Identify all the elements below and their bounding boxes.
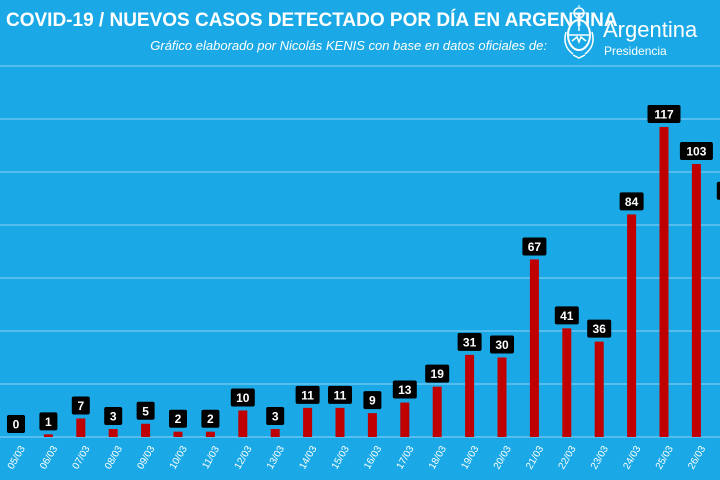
bar bbox=[432, 386, 442, 437]
bar bbox=[43, 434, 53, 437]
x-tick-label: 18/03 bbox=[427, 444, 449, 472]
argentina-presidencia-logo: Argentina Presidencia bbox=[560, 4, 720, 60]
data-label: 103 bbox=[686, 145, 706, 159]
x-tick-label: 16/03 bbox=[362, 444, 384, 472]
bar bbox=[76, 418, 86, 437]
chart-title: COVID-19 / NUEVOS CASOS DETECTADO POR DÍ… bbox=[6, 10, 618, 31]
x-tick-label: 21/03 bbox=[524, 444, 546, 472]
x-tick-label: 07/03 bbox=[71, 444, 93, 472]
x-tick-label: 10/03 bbox=[168, 444, 190, 472]
x-tick-label: 14/03 bbox=[297, 444, 319, 472]
x-tick-label: 19/03 bbox=[459, 444, 481, 472]
data-label-box bbox=[201, 409, 220, 428]
x-tick-label: 09/03 bbox=[135, 444, 157, 472]
x-tick-label: 26/03 bbox=[686, 444, 708, 472]
data-label: 2 bbox=[175, 412, 182, 426]
bar bbox=[205, 431, 215, 437]
logo-wordmark: Argentina bbox=[603, 17, 698, 42]
data-label-box bbox=[295, 385, 320, 404]
data-label: 30 bbox=[495, 338, 509, 352]
bar bbox=[400, 402, 410, 437]
bar bbox=[238, 410, 248, 437]
x-tick-label: 08/03 bbox=[103, 444, 125, 472]
data-label: 36 bbox=[593, 322, 607, 336]
data-label-box bbox=[392, 380, 417, 399]
data-label-box bbox=[169, 409, 187, 428]
data-label-box bbox=[619, 192, 644, 211]
data-label: 84 bbox=[625, 195, 639, 209]
data-label: 3 bbox=[110, 410, 117, 424]
bar bbox=[497, 357, 507, 437]
data-label-box bbox=[647, 104, 681, 123]
bar bbox=[303, 407, 313, 437]
x-tick-label: 17/03 bbox=[395, 444, 417, 472]
x-tick-label: 13/03 bbox=[265, 444, 287, 472]
x-tick-label: 15/03 bbox=[330, 444, 352, 472]
bar bbox=[691, 164, 701, 438]
bar bbox=[594, 341, 604, 437]
data-label-box bbox=[587, 319, 612, 338]
data-label: 41 bbox=[560, 309, 574, 323]
data-label-box bbox=[554, 306, 579, 325]
x-tick-label: 23/03 bbox=[589, 444, 611, 472]
x-tick-label: 25/03 bbox=[654, 444, 676, 472]
bar bbox=[562, 328, 572, 437]
x-tick-label: 20/03 bbox=[492, 444, 514, 472]
data-label-box bbox=[230, 388, 255, 407]
coat-of-arms-icon bbox=[564, 5, 594, 59]
data-label-box bbox=[490, 335, 514, 354]
bar bbox=[173, 431, 183, 437]
data-label-box bbox=[266, 407, 285, 426]
bar bbox=[270, 429, 280, 437]
chart-subtitle: Gráfico elaborado por Nicolás KENIS con … bbox=[150, 38, 547, 53]
data-label-box bbox=[457, 332, 482, 351]
data-label-box bbox=[363, 391, 382, 410]
bar bbox=[108, 429, 118, 437]
data-label-box bbox=[71, 396, 90, 415]
bar bbox=[465, 354, 475, 437]
data-label-box bbox=[522, 237, 547, 256]
data-label: 5 bbox=[142, 404, 149, 418]
data-label: 13 bbox=[398, 383, 412, 397]
data-label: 11 bbox=[334, 388, 347, 402]
data-label: 19 bbox=[431, 367, 445, 381]
data-label: 117 bbox=[654, 107, 674, 121]
x-tick-label: 05/03 bbox=[6, 444, 28, 472]
data-label-box bbox=[136, 401, 155, 420]
data-label-box bbox=[679, 142, 713, 161]
x-tick-label: 24/03 bbox=[621, 444, 643, 472]
data-label: 1 bbox=[45, 415, 52, 429]
x-tick-label: 06/03 bbox=[38, 444, 60, 472]
data-label: 11 bbox=[301, 388, 314, 402]
data-label-box bbox=[328, 385, 352, 404]
data-label-box bbox=[425, 364, 450, 383]
bar bbox=[367, 413, 377, 437]
data-label-box bbox=[104, 407, 123, 426]
bar bbox=[627, 214, 637, 437]
bar bbox=[141, 423, 151, 437]
bar bbox=[529, 259, 539, 437]
x-tick-label: 12/03 bbox=[233, 444, 255, 472]
bar bbox=[659, 126, 669, 437]
x-tick-label: 11/03 bbox=[200, 444, 222, 471]
header: COVID-19 / NUEVOS CASOS DETECTADO POR DÍ… bbox=[0, 0, 720, 62]
x-tick-label: 22/03 bbox=[557, 444, 579, 472]
data-label: 2 bbox=[207, 412, 214, 426]
data-label: 10 bbox=[236, 391, 250, 405]
data-label: 9 bbox=[369, 394, 376, 408]
data-label: 7 bbox=[77, 399, 84, 413]
bar-chart: 0 05/03 1 06/03 7 07/03 3 08/03 5 09/03 2 10/03 2 11/… bbox=[0, 65, 720, 472]
data-label: 31 bbox=[463, 335, 477, 349]
data-label-box bbox=[716, 181, 720, 200]
data-label: 3 bbox=[272, 410, 279, 424]
data-label-box bbox=[39, 412, 58, 431]
bar bbox=[335, 407, 345, 437]
data-label-box bbox=[7, 415, 25, 433]
data-label: 0 bbox=[13, 418, 20, 432]
data-label: 67 bbox=[528, 240, 542, 254]
logo-subtitle: Presidencia bbox=[604, 44, 667, 58]
